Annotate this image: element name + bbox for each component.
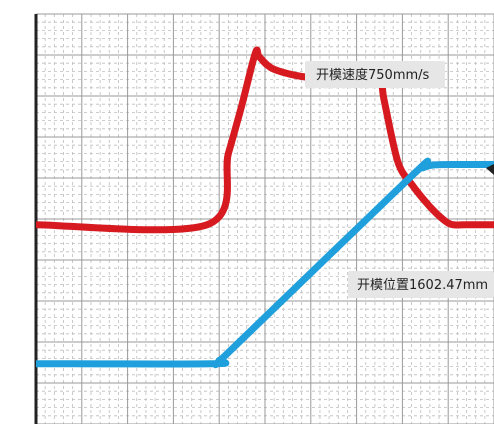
speed-annotation: 开模速度750mm/s [305,61,445,88]
position-annotation-text: 开模位置1602.47mm [357,278,488,293]
position-marker-icon [486,164,494,175]
speed-annotation-text: 开模速度750mm/s [316,67,430,83]
position-series-line [35,157,494,369]
position-annotation-bg [348,271,494,298]
position-annotation: 开模位置1602.47mm [348,271,494,298]
speed-annotation-bg [305,61,445,88]
